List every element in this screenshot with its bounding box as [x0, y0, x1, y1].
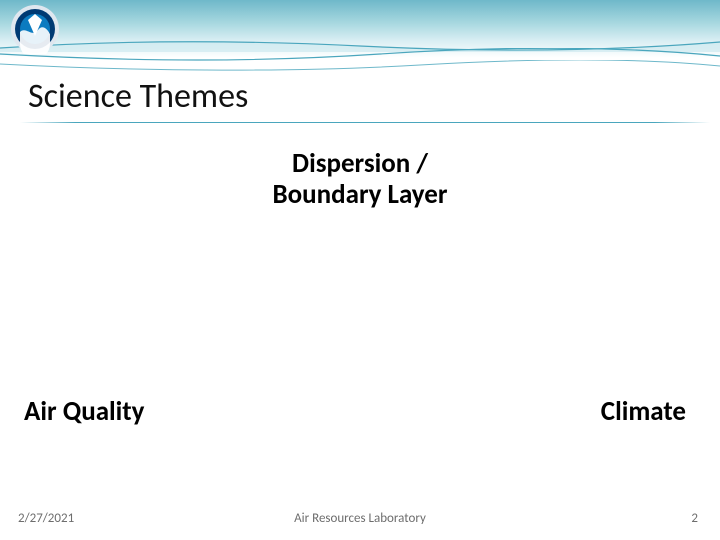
svg-text:NOAA: NOAA [29, 10, 41, 15]
theme-air-quality: Air Quality [24, 396, 144, 427]
noaa-logo-icon: NOAA [10, 4, 60, 54]
slide-title: Science Themes [28, 76, 248, 117]
theme-dispersion-boundary-layer: Dispersion / Boundary Layer [210, 148, 510, 210]
theme-top-line2: Boundary Layer [273, 178, 448, 211]
theme-top-line1: Dispersion / [292, 147, 428, 180]
footer-organization: Air Resources Laboratory [0, 511, 720, 526]
wave-decoration-3 [0, 60, 720, 74]
theme-climate: Climate [601, 396, 686, 427]
footer-page-number: 2 [691, 511, 698, 526]
title-underline [0, 122, 720, 125]
